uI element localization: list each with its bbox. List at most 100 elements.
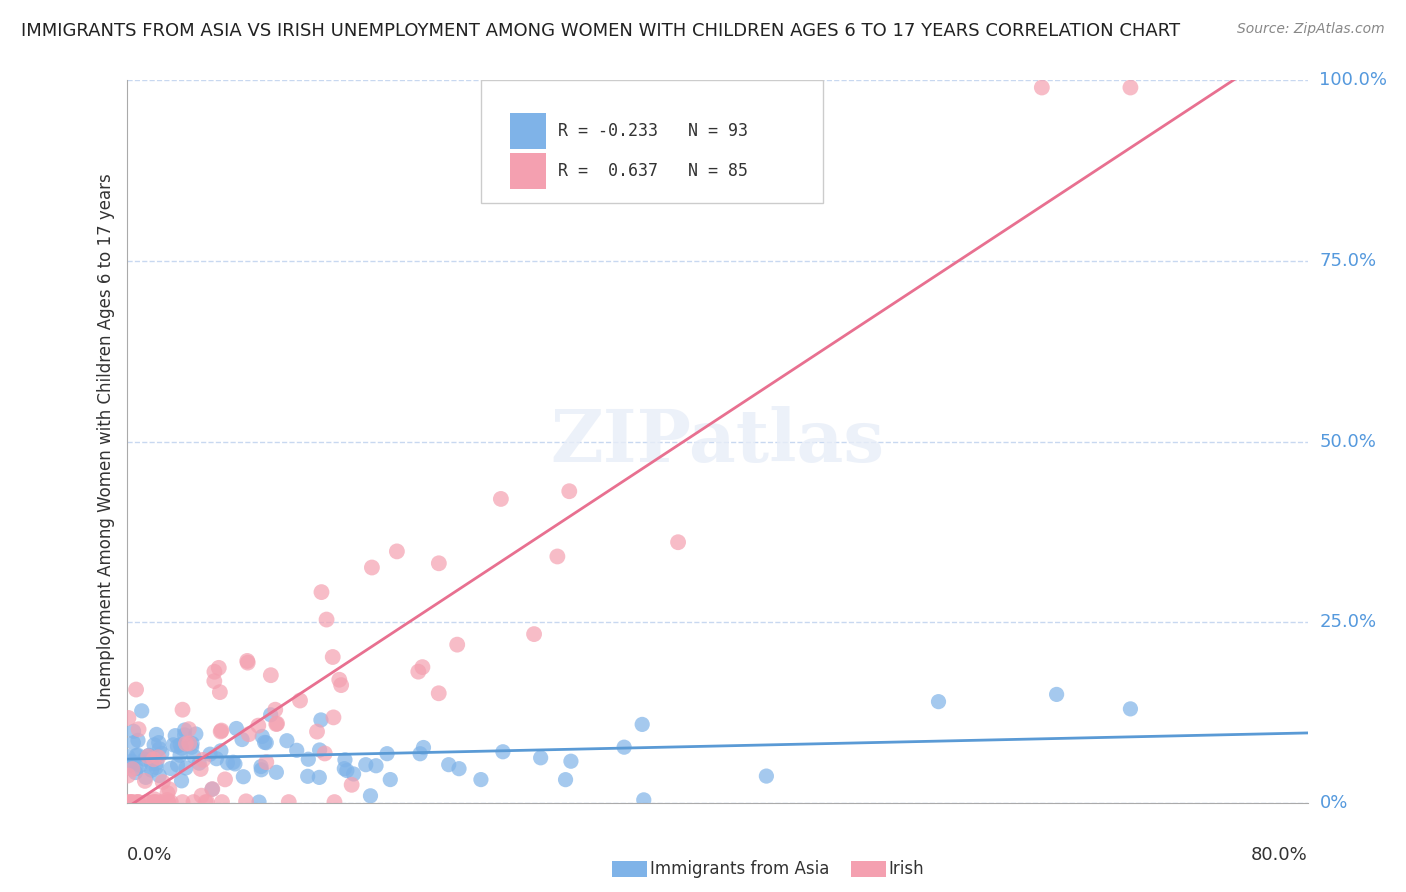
Irish: [204, 665, 226, 679]
Irish: [546, 549, 568, 564]
Irish: [361, 560, 384, 574]
Immigrants from Asia: [118, 758, 141, 772]
Irish: [427, 556, 450, 570]
Immigrants from Asia: [188, 756, 211, 771]
Immigrants from Asia: [183, 749, 205, 764]
Irish: [121, 795, 143, 809]
Immigrants from Asia: [336, 764, 359, 778]
Immigrants from Asia: [297, 769, 319, 783]
Immigrants from Asia: [447, 762, 470, 776]
Irish: [305, 724, 328, 739]
Immigrants from Asia: [141, 763, 163, 777]
Irish: [330, 678, 353, 692]
Irish: [117, 795, 139, 809]
Immigrants from Asia: [437, 757, 460, 772]
Immigrants from Asia: [530, 751, 553, 765]
Immigrants from Asia: [129, 758, 152, 772]
Irish: [143, 795, 166, 809]
Text: 25.0%: 25.0%: [1319, 613, 1376, 632]
Immigrants from Asia: [254, 736, 277, 750]
Immigrants from Asia: [470, 772, 492, 787]
Immigrants from Asia: [165, 729, 187, 743]
Immigrants from Asia: [342, 767, 364, 781]
Irish: [1119, 80, 1142, 95]
Irish: [1031, 80, 1053, 95]
Irish: [311, 585, 333, 599]
Irish: [172, 795, 194, 809]
Text: Irish: Irish: [889, 860, 924, 878]
Immigrants from Asia: [138, 748, 160, 763]
Irish: [125, 682, 148, 697]
Immigrants from Asia: [169, 748, 191, 763]
Irish: [177, 722, 200, 736]
Irish: [172, 703, 194, 717]
Irish: [149, 795, 172, 809]
Immigrants from Asia: [232, 770, 254, 784]
Immigrants from Asia: [1119, 702, 1142, 716]
Immigrants from Asia: [181, 737, 204, 751]
Irish: [145, 795, 167, 809]
Irish: [159, 795, 181, 809]
Immigrants from Asia: [166, 739, 188, 754]
Irish: [136, 749, 159, 764]
Irish: [323, 795, 346, 809]
Irish: [211, 795, 233, 809]
Text: 0%: 0%: [1319, 794, 1348, 812]
Irish: [156, 786, 179, 800]
Immigrants from Asia: [125, 748, 148, 763]
Immigrants from Asia: [148, 736, 170, 750]
Irish: [121, 762, 143, 776]
Irish: [179, 736, 201, 750]
Irish: [143, 792, 166, 806]
Immigrants from Asia: [613, 740, 636, 755]
Irish: [208, 661, 231, 675]
Irish: [136, 795, 159, 809]
Irish: [152, 775, 174, 789]
Immigrants from Asia: [266, 765, 288, 780]
Immigrants from Asia: [560, 754, 582, 768]
Immigrants from Asia: [201, 782, 224, 797]
Immigrants from Asia: [138, 748, 160, 763]
Irish: [142, 795, 165, 809]
Irish: [315, 613, 337, 627]
Immigrants from Asia: [250, 763, 273, 777]
Irish: [523, 627, 546, 641]
Irish: [214, 772, 236, 787]
Immigrants from Asia: [134, 752, 156, 766]
FancyBboxPatch shape: [481, 80, 824, 203]
Immigrants from Asia: [247, 795, 270, 809]
Irish: [328, 673, 350, 687]
Immigrants from Asia: [217, 756, 239, 770]
Irish: [446, 638, 468, 652]
Immigrants from Asia: [231, 732, 253, 747]
Immigrants from Asia: [148, 741, 170, 756]
Immigrants from Asia: [333, 753, 356, 767]
Irish: [489, 491, 512, 506]
Irish: [191, 753, 214, 767]
Immigrants from Asia: [333, 762, 356, 776]
Irish: [666, 535, 689, 549]
Immigrants from Asia: [159, 762, 181, 776]
Irish: [194, 795, 217, 809]
Immigrants from Asia: [162, 738, 184, 752]
Text: IMMIGRANTS FROM ASIA VS IRISH UNEMPLOYMENT AMONG WOMEN WITH CHILDREN AGES 6 TO 1: IMMIGRANTS FROM ASIA VS IRISH UNEMPLOYME…: [21, 22, 1180, 40]
Text: 80.0%: 80.0%: [1251, 847, 1308, 864]
Irish: [202, 674, 225, 689]
Text: R =  0.637   N = 85: R = 0.637 N = 85: [558, 161, 748, 179]
Immigrants from Asia: [145, 756, 167, 771]
Irish: [117, 711, 139, 725]
Immigrants from Asia: [170, 773, 193, 788]
Irish: [558, 484, 581, 499]
Irish: [142, 752, 165, 766]
Irish: [128, 723, 150, 737]
Immigrants from Asia: [276, 733, 298, 747]
Immigrants from Asia: [180, 740, 202, 755]
Immigrants from Asia: [285, 743, 308, 757]
Immigrants from Asia: [554, 772, 576, 787]
Immigrants from Asia: [198, 747, 221, 762]
Immigrants from Asia: [1046, 687, 1069, 701]
Irish: [288, 693, 311, 707]
Immigrants from Asia: [250, 759, 273, 773]
Irish: [208, 685, 231, 699]
Immigrants from Asia: [131, 704, 153, 718]
